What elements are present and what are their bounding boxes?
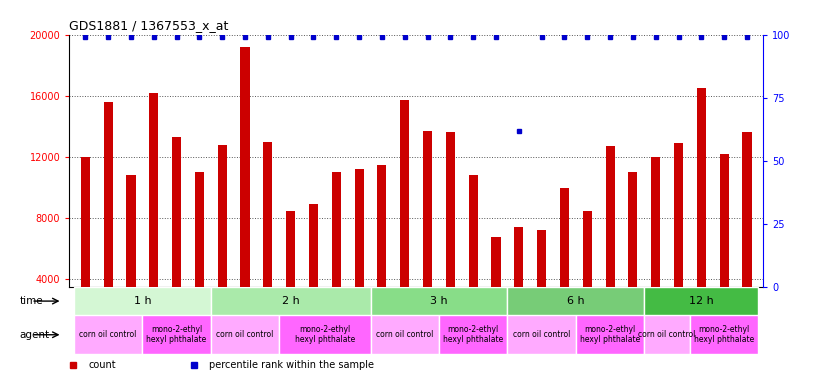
Bar <box>743 132 752 341</box>
Text: mono-2-ethyl
hexyl phthalate: mono-2-ethyl hexyl phthalate <box>146 325 206 344</box>
Text: corn oil control: corn oil control <box>216 330 273 339</box>
Bar <box>142 315 211 354</box>
Bar <box>720 154 729 341</box>
Bar <box>439 315 508 354</box>
Bar <box>279 315 370 354</box>
Bar <box>423 131 432 341</box>
Bar <box>355 169 364 341</box>
Bar <box>218 145 227 341</box>
Text: corn oil control: corn oil control <box>376 330 433 339</box>
Bar <box>508 315 576 354</box>
Text: 3 h: 3 h <box>430 296 448 306</box>
Text: corn oil control: corn oil control <box>79 330 137 339</box>
Bar <box>370 287 508 315</box>
Bar <box>697 88 706 341</box>
Text: mono-2-ethyl
hexyl phthalate: mono-2-ethyl hexyl phthalate <box>694 325 754 344</box>
Text: 12 h: 12 h <box>689 296 714 306</box>
Text: 6 h: 6 h <box>567 296 585 306</box>
Bar <box>468 175 477 341</box>
Bar <box>576 315 645 354</box>
Bar <box>286 210 295 341</box>
Bar <box>537 230 546 341</box>
Text: time: time <box>20 296 43 306</box>
Bar <box>560 188 569 341</box>
Bar <box>651 157 660 341</box>
Text: corn oil control: corn oil control <box>638 330 696 339</box>
Bar <box>645 315 690 354</box>
Bar <box>195 172 204 341</box>
Bar <box>491 237 500 341</box>
Bar <box>446 132 455 341</box>
Text: GDS1881 / 1367553_x_at: GDS1881 / 1367553_x_at <box>69 19 228 32</box>
Text: mono-2-ethyl
hexyl phthalate: mono-2-ethyl hexyl phthalate <box>295 325 355 344</box>
Bar <box>74 287 211 315</box>
Bar <box>309 204 318 341</box>
Bar <box>514 227 523 341</box>
Bar <box>264 142 273 341</box>
Text: percentile rank within the sample: percentile rank within the sample <box>210 360 375 370</box>
Text: 1 h: 1 h <box>134 296 151 306</box>
Bar <box>104 102 113 341</box>
Text: corn oil control: corn oil control <box>513 330 570 339</box>
Bar <box>211 287 370 315</box>
Text: mono-2-ethyl
hexyl phthalate: mono-2-ethyl hexyl phthalate <box>443 325 503 344</box>
Bar <box>74 315 142 354</box>
Bar <box>605 146 614 341</box>
Bar <box>81 157 90 341</box>
Bar <box>583 210 592 341</box>
Text: count: count <box>88 360 116 370</box>
Text: agent: agent <box>20 330 50 340</box>
Bar <box>377 165 387 341</box>
Bar <box>674 143 683 341</box>
Text: mono-2-ethyl
hexyl phthalate: mono-2-ethyl hexyl phthalate <box>580 325 641 344</box>
Text: 2 h: 2 h <box>282 296 299 306</box>
Bar <box>690 315 758 354</box>
Bar <box>370 315 439 354</box>
Bar <box>628 172 637 341</box>
Bar <box>126 175 135 341</box>
Bar <box>211 315 279 354</box>
Bar <box>332 172 341 341</box>
Bar <box>172 137 181 341</box>
Bar <box>645 287 758 315</box>
Bar <box>400 100 410 341</box>
Bar <box>508 287 645 315</box>
Bar <box>149 93 158 341</box>
Bar <box>241 47 250 341</box>
